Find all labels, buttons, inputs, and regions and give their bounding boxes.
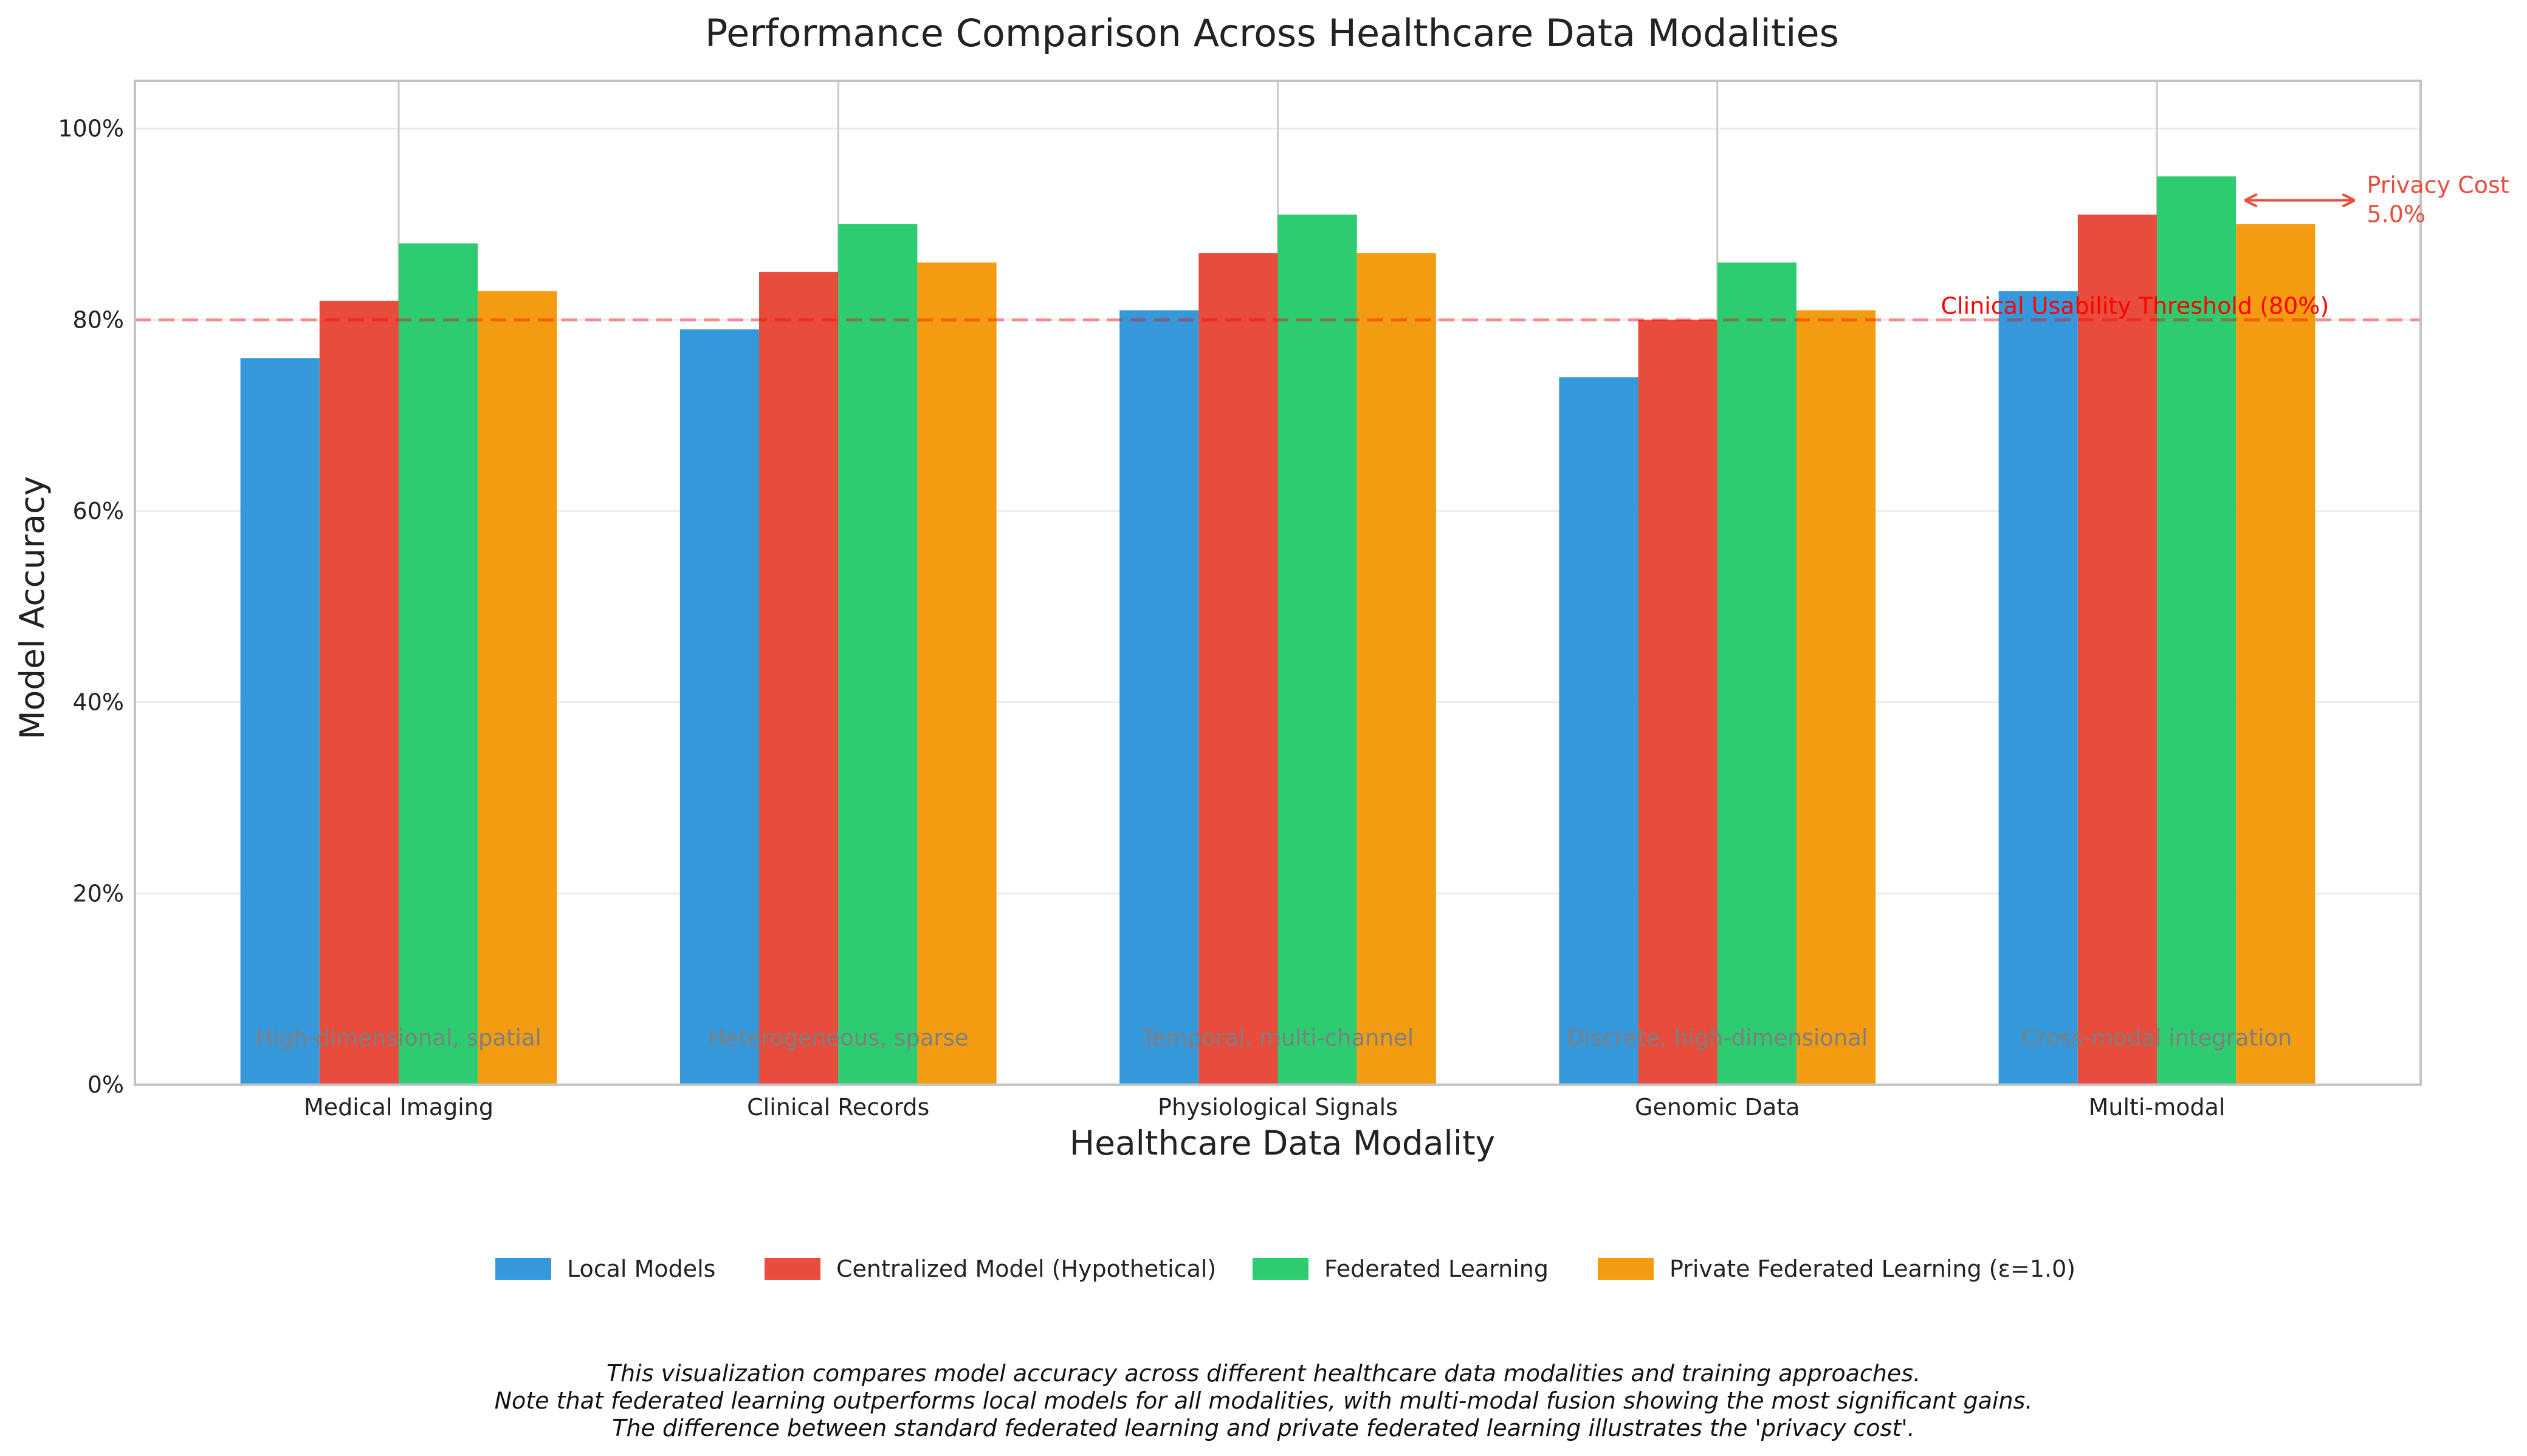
bar-s1-c2 xyxy=(1198,253,1278,1085)
category-note-4: Cross-modal integration xyxy=(2022,1025,2292,1051)
legend-label-1: Centralized Model (Hypothetical) xyxy=(836,1255,1216,1282)
chart-title: Performance Comparison Across Healthcare… xyxy=(705,11,1839,55)
category-notes: High-dimensional, spatial Heterogeneous, … xyxy=(256,1025,2292,1051)
legend-label-2: Federated Learning xyxy=(1324,1255,1549,1282)
y-tick-label-0: 0% xyxy=(88,1071,124,1098)
footnote-line-3: The difference between standard federate… xyxy=(612,1415,1915,1441)
bar-s2-c4 xyxy=(2157,176,2236,1085)
x-tick-label-2: Physiological Signals xyxy=(1158,1094,1398,1121)
x-tick-label-4: Multi-modal xyxy=(2089,1094,2226,1121)
legend-label-3: Private Federated Learning (ε=1.0) xyxy=(1669,1255,2075,1282)
bar-s1-c0 xyxy=(319,300,399,1085)
legend-swatch-1 xyxy=(765,1258,820,1280)
bar-s2-c1 xyxy=(838,224,918,1085)
legend: Local Models Centralized Model (Hypotheti… xyxy=(495,1255,2075,1282)
bar-s0-c4 xyxy=(1998,291,2078,1085)
x-tick-label-0: Medical Imaging xyxy=(304,1094,493,1121)
bar-s0-c2 xyxy=(1119,310,1199,1085)
y-tick-label-4: 80% xyxy=(73,306,124,333)
bar-s3-c1 xyxy=(917,262,997,1085)
legend-swatch-0 xyxy=(495,1258,551,1280)
category-note-3: Discrete, high-dimensional xyxy=(1567,1025,1868,1051)
category-note-2: Temporal, multi-channel xyxy=(1141,1025,1414,1051)
threshold: Clinical Usability Threshold (80%) xyxy=(135,292,2421,321)
legend-swatch-3 xyxy=(1598,1258,1654,1280)
y-tick-label-1: 20% xyxy=(73,880,124,907)
footnote-line-1: This visualization compares model accura… xyxy=(606,1360,1921,1387)
y-tick-label-5: 100% xyxy=(58,115,124,142)
bar-s2-c0 xyxy=(398,243,478,1085)
threshold-label: Clinical Usability Threshold (80%) xyxy=(1941,292,2329,319)
privacy-cost-label: Privacy Cost xyxy=(2367,172,2509,199)
x-tick-label-1: Clinical Records xyxy=(747,1094,929,1121)
bar-s1-c1 xyxy=(759,272,839,1085)
x-axis-label: Healthcare Data Modality xyxy=(1070,1124,1495,1162)
y-tick-label-3: 60% xyxy=(73,498,124,524)
privacy-cost-arrowheads xyxy=(2244,193,2356,208)
axes xyxy=(134,80,2422,1086)
x-tick-label-3: Genomic Data xyxy=(1635,1094,1800,1121)
bar-s0-c1 xyxy=(679,329,760,1085)
bar-s3-c3 xyxy=(1796,310,1876,1085)
legend-label-0: Local Models xyxy=(567,1255,715,1282)
category-note-0: High-dimensional, spatial xyxy=(256,1025,542,1051)
bar-s0-c3 xyxy=(1559,377,1638,1085)
y-tick-label-2: 40% xyxy=(73,689,124,716)
legend-swatch-2 xyxy=(1253,1258,1308,1280)
category-note-1: Heterogeneous, sparse xyxy=(708,1025,969,1051)
bar-s3-c0 xyxy=(478,291,557,1085)
bar-s3-c4 xyxy=(2236,224,2316,1085)
privacy-cost-value: 5.0% xyxy=(2367,201,2426,228)
bar-s3-c2 xyxy=(1356,253,1436,1085)
bars xyxy=(240,176,2316,1085)
bar-s2-c2 xyxy=(1277,215,1357,1085)
bar-s1-c4 xyxy=(2077,215,2157,1085)
footnote-line-2: Note that federated learning outperforms… xyxy=(494,1387,2033,1414)
ticks: 0% 20% 40% 60% 80% 100% Medical Imaging Clinica… xyxy=(58,115,2225,1121)
bar-s1-c3 xyxy=(1638,320,1717,1085)
bar-s2-c3 xyxy=(1717,262,1796,1085)
bar-s0-c0 xyxy=(240,358,320,1085)
y-axis-label: Model Accuracy xyxy=(13,476,52,740)
plot-frame xyxy=(134,80,2422,1086)
